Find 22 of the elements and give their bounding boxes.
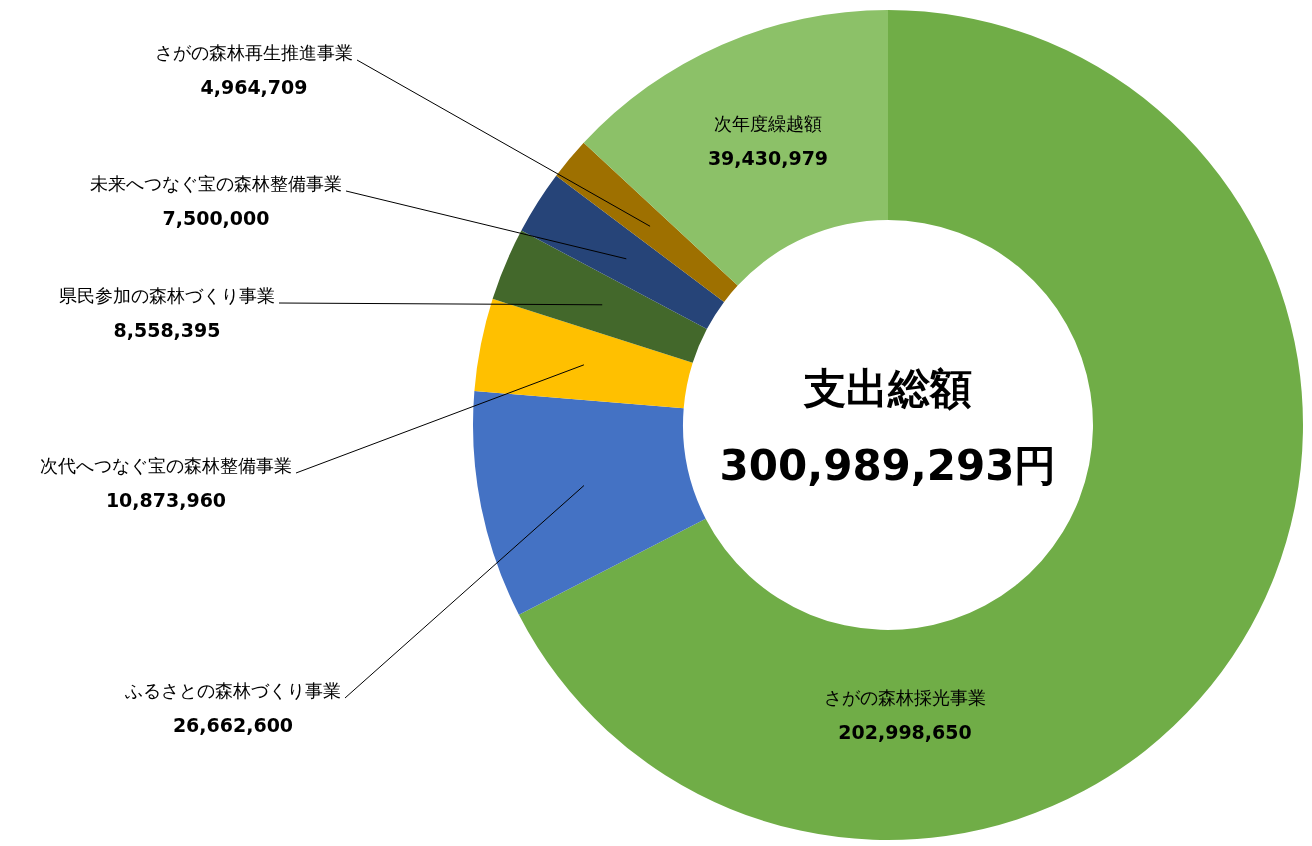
text: 300,989,293円	[719, 440, 1057, 490]
slice-label: 次代へつなぐ宝の森林整備事業	[40, 454, 292, 476]
data-label: 10,873,960	[105, 489, 227, 511]
donut-slice	[492, 230, 707, 363]
slice-label: 未来へつなぐ宝の森林整備事業	[90, 172, 342, 194]
data-label: 26,662,600	[172, 714, 294, 736]
text: 支出総額	[803, 363, 972, 413]
slice-label: 次年度繰越額	[714, 112, 822, 134]
donut-slice	[583, 10, 888, 286]
donut-slice	[521, 175, 725, 329]
data-label: 202,998,650	[838, 721, 972, 743]
data-label: 4,964,709	[200, 76, 308, 98]
slice-label: ふるさとの森林づくり事業	[124, 679, 341, 701]
slice-label: 県民参加の森林づくり事業	[59, 284, 275, 306]
donut-slice	[474, 298, 693, 409]
data-label: 8,558,395	[113, 319, 221, 341]
slice-label: さがの森林採光事業	[824, 686, 986, 708]
data-label: 39,430,979	[707, 147, 829, 169]
donut-slice	[473, 391, 706, 615]
donut-slice	[518, 10, 1303, 840]
slice-label: さがの森林再生推進事業	[155, 41, 353, 63]
data-label: 7,500,000	[162, 207, 270, 229]
